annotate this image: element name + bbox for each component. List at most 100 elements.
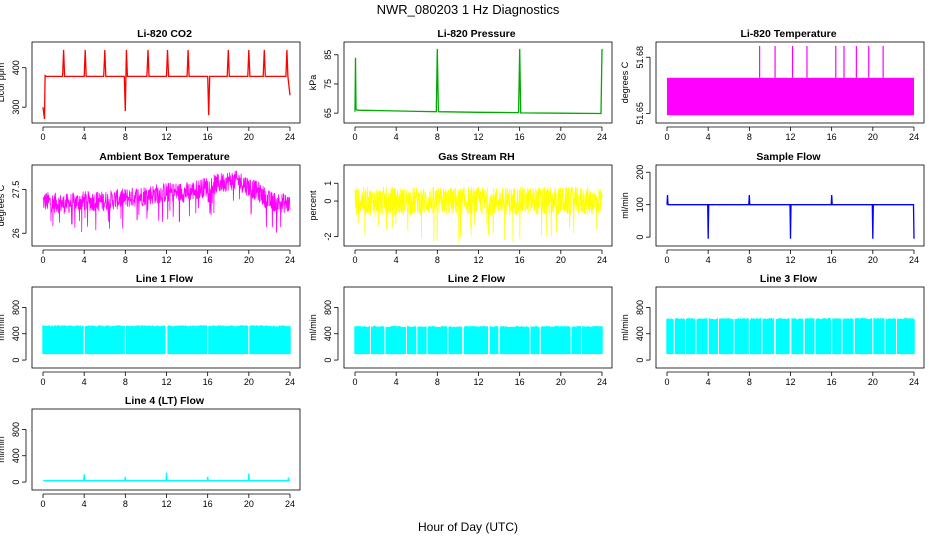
x-tick-label: 8 [435, 377, 440, 387]
x-tick-label: 12 [785, 377, 795, 387]
x-tick-label: 12 [473, 255, 483, 265]
y-tick-label: 65 [323, 108, 333, 118]
x-tick-label: 20 [556, 132, 566, 142]
plot-frame [655, 41, 925, 124]
x-axis: 0 4 8 12 16 20 24 [664, 371, 919, 387]
x-tick-label: 24 [285, 377, 295, 387]
plot-frame [655, 164, 925, 247]
x-tick-label: 4 [706, 377, 711, 387]
x-axis: 0 4 8 12 16 20 24 [352, 249, 607, 265]
x-tick-label: 8 [435, 255, 440, 265]
x-tick-label: 20 [868, 377, 878, 387]
y-tick-label: 0 [11, 358, 21, 363]
panel-title: Li-820 Pressure [437, 28, 515, 40]
data-marks [354, 185, 603, 243]
panel-10: Line 4 (LT) Flow 0 4 8 12 16 20 24 0 400 800 ml/min [0, 395, 301, 509]
panel-7: Line 1 Flow 0 4 8 12 16 20 24 0 400 800 ml/min [0, 273, 301, 387]
y-tick-label: -2 [323, 233, 333, 241]
x-tick-label: 4 [394, 255, 399, 265]
x-tick-label: 12 [161, 255, 171, 265]
x-tick-label: 8 [435, 132, 440, 142]
x-tick-label: 4 [82, 132, 87, 142]
x-tick-label: 0 [40, 255, 45, 265]
y-axis-label: ml/min [0, 314, 6, 341]
plot-frame [343, 286, 613, 369]
x-tick-label: 20 [556, 255, 566, 265]
x-tick-label: 24 [909, 132, 919, 142]
y-axis-label: ml/min [620, 192, 630, 219]
data-marks [42, 49, 291, 120]
x-tick-label: 4 [706, 132, 711, 142]
x-tick-label: 12 [473, 377, 483, 387]
plot-frame [31, 164, 301, 247]
x-axis: 0 4 8 12 16 20 24 [40, 126, 295, 142]
figure-xlabel: Hour of Day (UTC) [418, 520, 518, 534]
x-axis: 0 4 8 12 16 20 24 [352, 371, 607, 387]
y-tick-label: 800 [11, 300, 21, 315]
y-tick-label: 400 [11, 326, 21, 341]
x-tick-label: 12 [473, 132, 483, 142]
y-tick-label: 0 [323, 358, 333, 363]
y-tick-label: 400 [635, 326, 645, 341]
x-tick-label: 16 [827, 377, 837, 387]
x-tick-label: 16 [515, 255, 525, 265]
x-axis: 0 4 8 12 16 20 24 [664, 249, 919, 265]
x-tick-label: 12 [161, 377, 171, 387]
y-tick-label: 400 [323, 326, 333, 341]
x-tick-label: 4 [394, 377, 399, 387]
y-tick-label: 800 [323, 300, 333, 315]
x-axis: 0 4 8 12 16 20 24 [352, 126, 607, 142]
panel-title: Line 4 (LT) Flow [125, 395, 205, 407]
y-tick-label: 75 [323, 79, 333, 89]
panel-4: Ambient Box Temperature 0 4 8 12 16 20 24 26 27.5… [0, 151, 301, 265]
panel-3: Li-820 Temperature 0 4 8 12 16 20 24 51.65 51.68 d… [620, 28, 925, 142]
y-axis: 51.65 51.68 [635, 46, 651, 125]
y-axis-label: ml/min [620, 314, 630, 341]
panel-title: Sample Flow [756, 151, 821, 163]
x-tick-label: 4 [82, 499, 87, 509]
y-axis: 0 400 800 [11, 422, 27, 485]
x-tick-label: 20 [244, 377, 254, 387]
panel-9: Line 3 Flow 0 4 8 12 16 20 24 0 400 800 ml/min [620, 273, 925, 387]
y-axis-label: percent [308, 190, 318, 221]
y-axis-label: ml/min [308, 314, 318, 341]
y-tick-label: 0 [635, 235, 645, 240]
y-tick-label: 1 [323, 181, 333, 186]
x-tick-label: 20 [556, 377, 566, 387]
plot-frame [31, 286, 301, 369]
x-tick-label: 16 [203, 132, 213, 142]
flow-band [42, 325, 291, 355]
plot-frame [343, 164, 613, 247]
x-tick-label: 12 [785, 132, 795, 142]
x-axis: 0 4 8 12 16 20 24 [664, 126, 919, 142]
figure-title: NWR_080203 1 Hz Diagnostics [377, 2, 560, 17]
y-tick-label: 51.65 [635, 102, 645, 125]
x-tick-label: 8 [747, 377, 752, 387]
x-tick-label: 8 [123, 255, 128, 265]
flow-band [354, 325, 603, 355]
x-tick-label: 4 [394, 132, 399, 142]
x-tick-label: 16 [203, 499, 213, 509]
x-tick-label: 16 [515, 377, 525, 387]
x-tick-label: 16 [827, 132, 837, 142]
series-line [43, 472, 290, 482]
x-axis: 0 4 8 12 16 20 24 [40, 249, 295, 265]
y-tick-label: 400 [11, 60, 21, 75]
x-tick-label: 24 [597, 377, 607, 387]
plot-frame [31, 408, 301, 491]
y-tick-label: 85 [323, 50, 333, 60]
x-tick-label: 24 [285, 255, 295, 265]
y-tick-label: 0 [635, 358, 645, 363]
x-tick-label: 8 [123, 377, 128, 387]
x-tick-label: 20 [244, 132, 254, 142]
x-tick-label: 16 [515, 132, 525, 142]
data-marks [354, 325, 603, 355]
x-tick-label: 16 [827, 255, 837, 265]
x-tick-label: 24 [909, 377, 919, 387]
x-axis: 0 4 8 12 16 20 24 [40, 371, 295, 387]
x-tick-label: 20 [868, 132, 878, 142]
panel-title: Line 1 Flow [136, 273, 194, 285]
y-tick-label: 26 [11, 228, 21, 238]
y-tick-label: 0 [323, 199, 333, 204]
